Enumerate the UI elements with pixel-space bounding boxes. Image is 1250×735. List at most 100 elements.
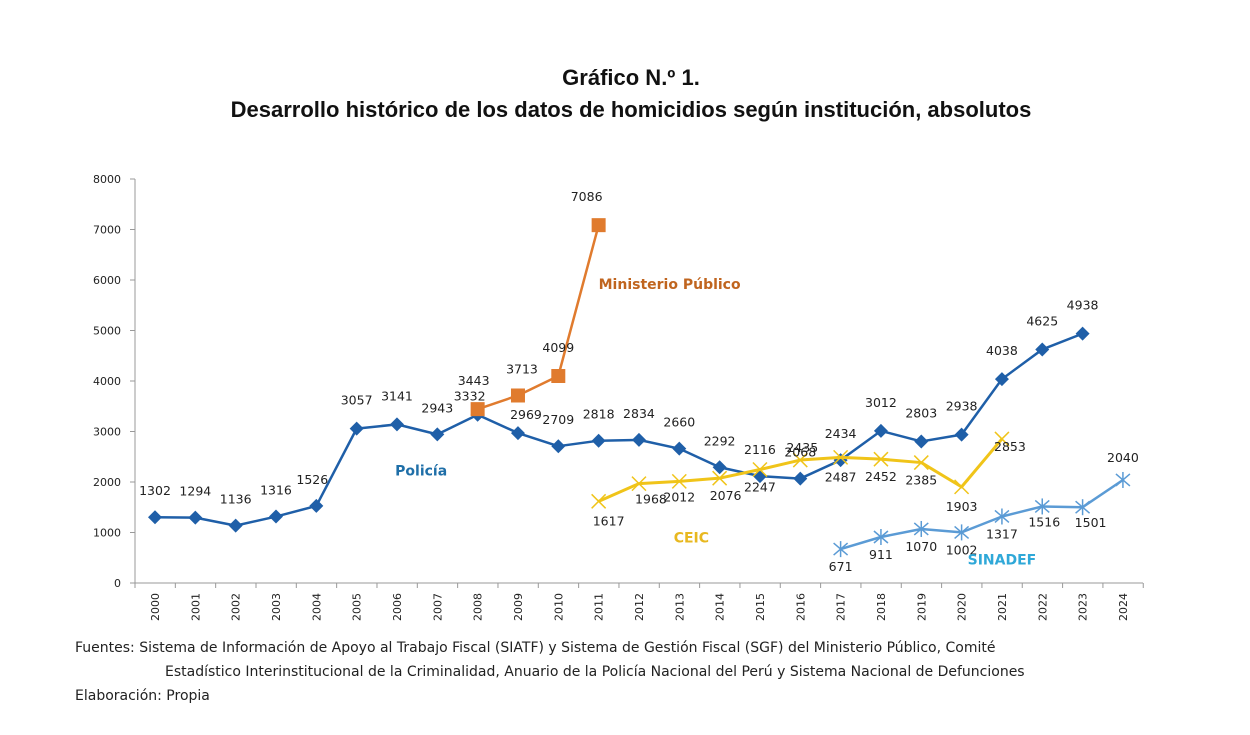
series-line [840, 478, 1124, 551]
series-layer [148, 218, 1131, 558]
data-label: 2938 [946, 399, 978, 414]
data-label: 2853 [994, 439, 1026, 454]
y-tick-label: 7000 [93, 224, 121, 237]
data-point-asterisk [994, 508, 1010, 525]
data-label: 2076 [710, 488, 742, 503]
x-tick-label: 2007 [431, 593, 444, 621]
x-tick-label: 2019 [915, 593, 928, 621]
y-tick-label: 5000 [93, 325, 121, 338]
x-tick-label: 2016 [794, 593, 807, 621]
data-point-square [551, 369, 566, 384]
data-label: 671 [829, 559, 853, 574]
data-point-x [873, 451, 889, 467]
data-label: 2247 [744, 480, 776, 495]
x-tick-label: 2002 [230, 593, 243, 621]
data-point-square [510, 388, 525, 403]
data-label: 2040 [1107, 450, 1139, 465]
x-tick-label: 2011 [593, 593, 606, 621]
data-label: 1526 [296, 472, 328, 487]
x-tick-label: 2024 [1117, 593, 1130, 621]
data-point-diamond [672, 441, 687, 456]
data-point-diamond [309, 498, 324, 513]
y-tick-label: 0 [114, 577, 121, 590]
data-point-diamond [1035, 342, 1050, 357]
data-label: 3713 [506, 361, 538, 376]
data-label: 2434 [825, 426, 857, 441]
data-point-asterisk [1034, 498, 1050, 515]
data-label: 4938 [1067, 298, 1099, 313]
data-label: 2818 [583, 407, 615, 422]
data-label: 1002 [946, 542, 978, 557]
data-label: 2487 [825, 469, 857, 484]
y-tick-label: 3000 [93, 426, 121, 439]
data-label: 1501 [1075, 515, 1107, 530]
data-point-asterisk [1075, 499, 1091, 516]
data-label: 7086 [571, 189, 603, 204]
data-label: 2709 [542, 412, 574, 427]
series-line [154, 332, 1084, 527]
data-point-x [591, 493, 607, 509]
data-point-diamond [551, 439, 566, 454]
x-tick-label: 2005 [351, 593, 364, 621]
data-point-x [712, 470, 728, 486]
chart-title-block: Gráfico N.º 1. Desarrollo histórico de l… [0, 62, 1250, 126]
data-label: 911 [869, 547, 893, 562]
data-point-x [954, 479, 970, 495]
data-label: 2292 [704, 433, 736, 448]
y-tick-label: 8000 [93, 173, 121, 186]
sources-note-line-2: Estadístico Interinstitucional de la Cri… [165, 664, 1025, 680]
elaboration-note: Elaboración: Propia [75, 688, 210, 704]
x-tick-label: 2014 [714, 593, 727, 621]
data-label: 2660 [663, 415, 695, 430]
sources-note-line-1: Fuentes: Sistema de Información de Apoyo… [75, 640, 996, 656]
chart-footer: Fuentes: Sistema de Información de Apoyo… [75, 636, 1225, 708]
x-tick-label: 2006 [391, 593, 404, 621]
data-point-diamond [1075, 326, 1090, 341]
series-ministerio-p-blico [470, 218, 606, 417]
data-label: 2068 [784, 445, 816, 460]
series-sinadef [833, 471, 1131, 558]
x-tick-label: 2021 [996, 593, 1009, 621]
data-label: 1294 [179, 484, 211, 499]
x-tick-label: 2001 [189, 593, 202, 621]
x-tick-label: 2022 [1036, 593, 1049, 621]
y-tick-label: 4000 [93, 375, 121, 388]
x-tick-label: 2008 [472, 593, 485, 621]
data-point-x [833, 449, 849, 465]
data-label: 2012 [663, 489, 695, 504]
series-name-label: Policía [395, 463, 447, 479]
x-tick-label: 2023 [1077, 593, 1090, 621]
data-point-asterisk [1115, 471, 1131, 488]
x-tick-label: 2013 [673, 593, 686, 621]
data-label: 1617 [593, 513, 625, 528]
data-point-diamond [268, 509, 283, 524]
x-tick-label: 2009 [512, 593, 525, 621]
data-label: 1070 [905, 539, 937, 554]
series-name-label: CEIC [674, 531, 709, 547]
data-point-diamond [793, 471, 808, 486]
data-point-asterisk [954, 524, 970, 541]
data-label: 4625 [1026, 313, 1058, 328]
data-point-x [792, 452, 808, 468]
data-label: 1516 [1028, 514, 1060, 529]
data-label: 3012 [865, 395, 897, 410]
data-label: 2943 [421, 400, 453, 415]
data-point-diamond [228, 518, 243, 533]
series-line [477, 224, 600, 411]
data-label: 2452 [865, 469, 897, 484]
data-point-diamond [591, 433, 606, 448]
x-tick-label: 2017 [835, 593, 848, 621]
x-tick-label: 2000 [149, 593, 162, 621]
data-label: 3057 [341, 393, 373, 408]
axes: 0 1000 2000 3000 4000 5000 6000 7000 8000 2000 200… [93, 173, 1144, 621]
data-point-diamond [389, 417, 404, 432]
data-label: 2969 [510, 407, 542, 422]
data-point-diamond [148, 510, 162, 525]
x-tick-label: 2004 [310, 593, 323, 621]
y-tick-label: 1000 [93, 527, 121, 540]
x-tick-label: 2010 [552, 593, 565, 621]
data-point-diamond [631, 432, 646, 447]
data-point-x [913, 455, 929, 471]
